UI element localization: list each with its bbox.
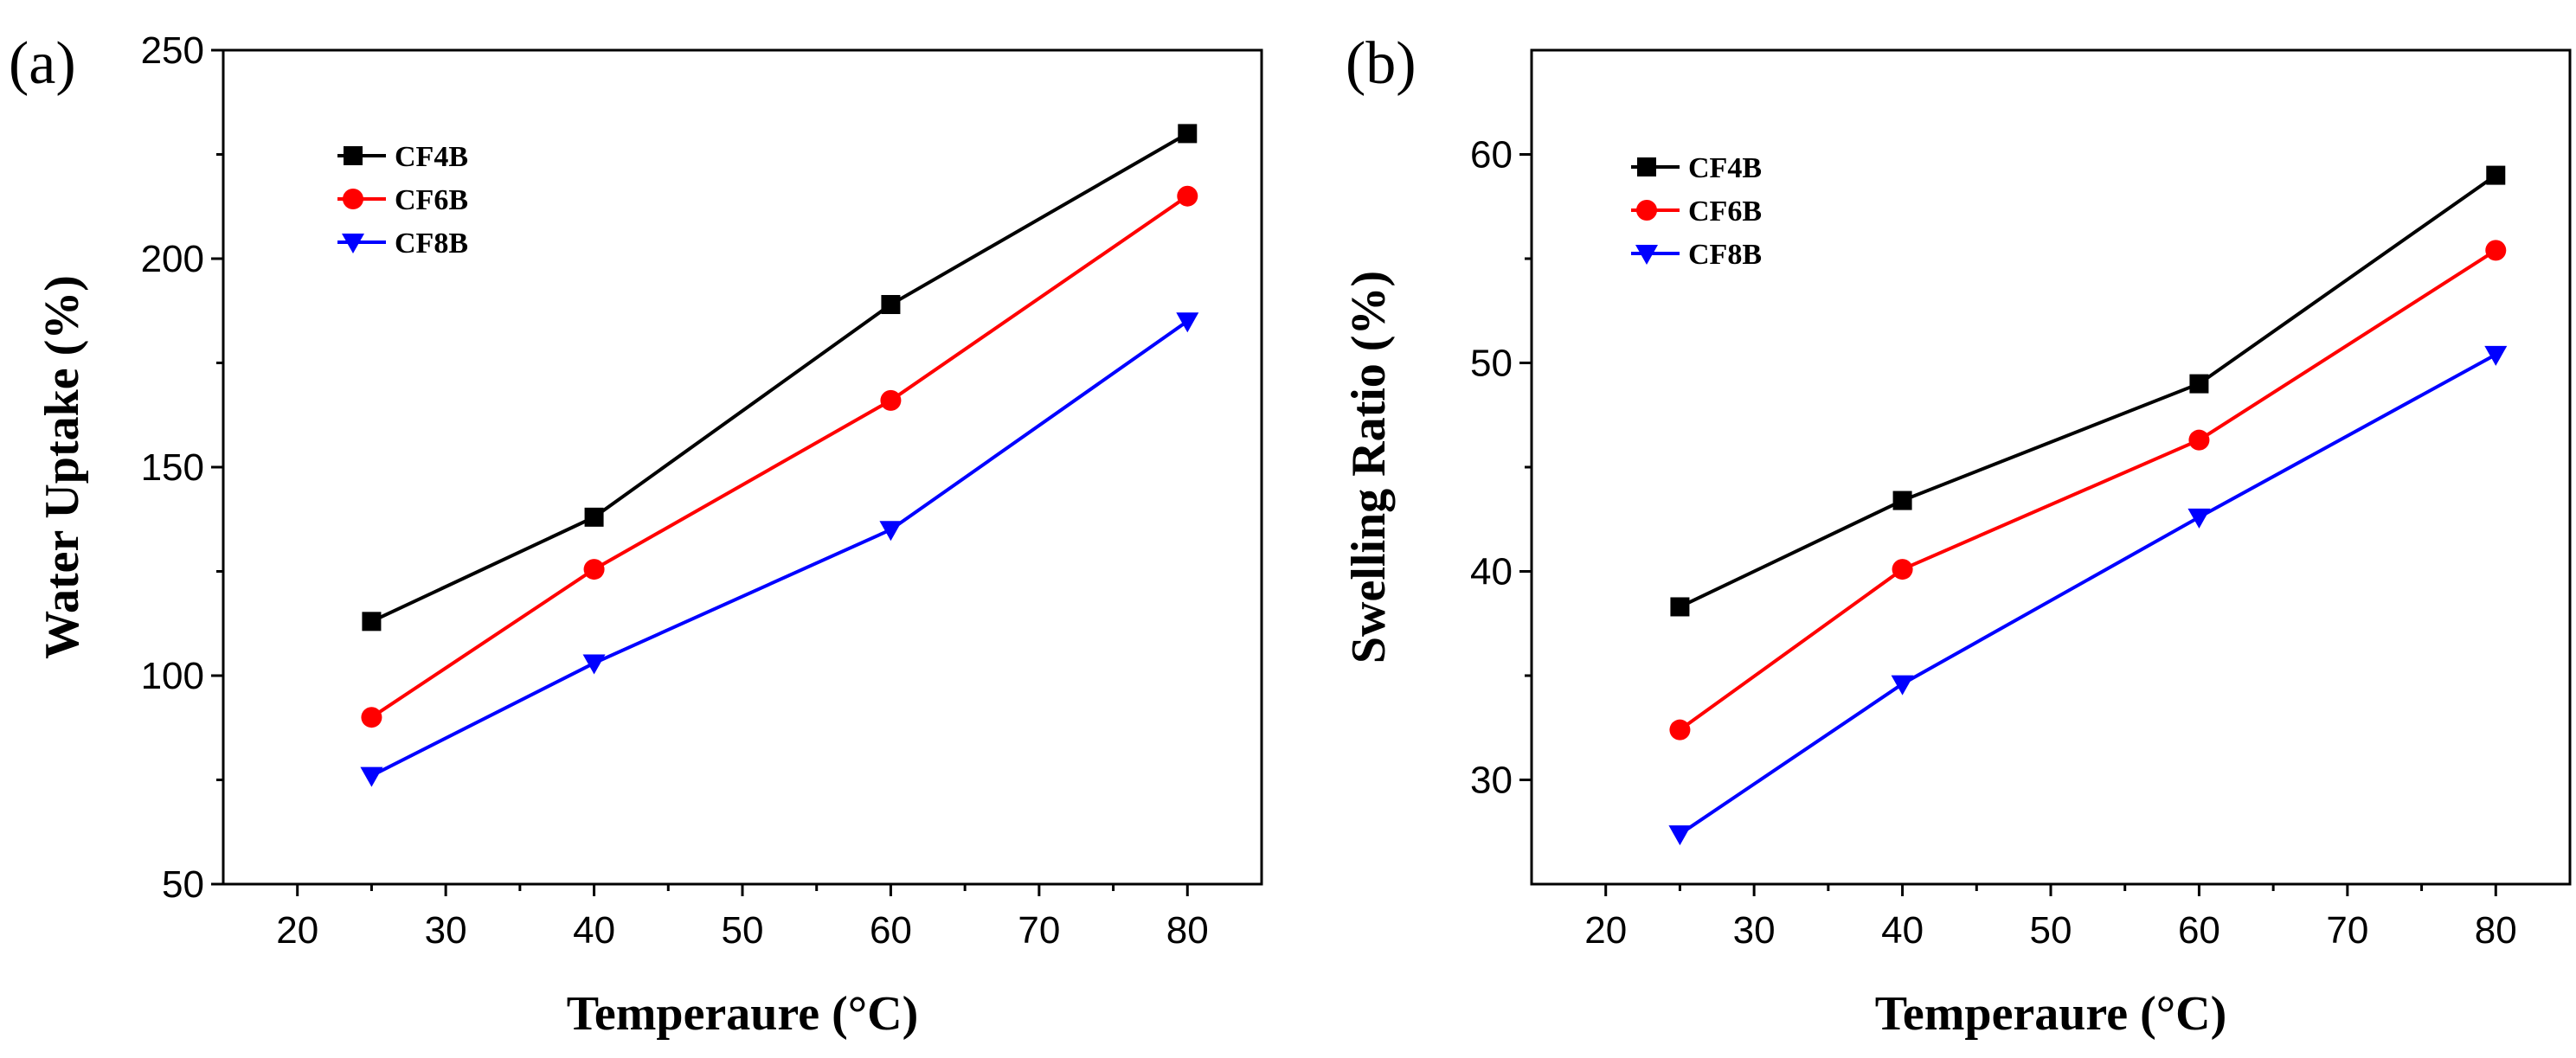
- series-line-cf4b: [370, 131, 1189, 624]
- legend-label-cf4b: CF4B: [1688, 152, 1762, 184]
- y-tick-label: 250: [141, 29, 204, 72]
- legend-marker-cf8b: [1635, 245, 1658, 265]
- data-point-cf4b: [1892, 491, 1912, 510]
- x-tick-label: 60: [870, 909, 912, 952]
- x-tick-label: 40: [1881, 909, 1924, 952]
- chart-panel-a: 20 30 40 50 60 70 80 50 100 150 200 250 Temperaure (…: [9, 29, 1263, 1041]
- legend-label-cf4b: CF4B: [395, 141, 468, 173]
- chart-panel-b: 20 30 40 50 60 70 80 30 40 50 60 Temperaure (°C) Swe…: [1342, 30, 2572, 1041]
- x-tick-label: 30: [1733, 909, 1776, 952]
- x-tick-label: 70: [2326, 909, 2368, 952]
- data-point-cf4b: [2189, 374, 2209, 394]
- legend-label-cf8b: CF8B: [1688, 239, 1762, 271]
- y-axis-title: Swelling Ratio (%): [1342, 271, 1396, 664]
- y-tick-label: 50: [1470, 343, 1513, 385]
- y-tick-label: 200: [141, 238, 204, 280]
- data-point-cf4b: [1178, 124, 1198, 144]
- x-tick-label: 20: [1584, 909, 1627, 952]
- plot-frame: [1530, 48, 2572, 886]
- x-tick-label: 30: [425, 909, 467, 952]
- data-point-cf4b: [881, 295, 901, 315]
- legend-marker-cf4b: [1637, 157, 1656, 176]
- data-point-cf6b: [583, 559, 605, 580]
- legend-marker-cf6b: [343, 189, 363, 209]
- data-point-cf6b: [1892, 559, 1913, 580]
- x-tick-label: 80: [1166, 909, 1209, 952]
- data-point-cf4b: [1670, 597, 1690, 617]
- series-line-cf8b: [1679, 353, 2497, 836]
- data-point-cf6b: [1177, 185, 1198, 207]
- y-tick-label: 40: [1470, 551, 1513, 593]
- data-point-cf4b: [362, 612, 382, 632]
- data-point-cf6b: [1669, 719, 1691, 741]
- y-axis-title: Water Uptake (%): [35, 275, 89, 659]
- x-tick-label: 80: [2475, 909, 2517, 952]
- y-tick-label: 150: [141, 446, 204, 489]
- series-line-cf8b: [370, 319, 1189, 778]
- legend-marker-cf6b: [1636, 200, 1657, 221]
- panel-label: (a): [9, 30, 76, 97]
- data-point-cf6b: [880, 389, 902, 411]
- data-point-cf8b: [1176, 312, 1199, 333]
- data-point-cf8b: [879, 521, 903, 542]
- data-point-cf6b: [2485, 240, 2507, 261]
- legend-label-cf6b: CF6B: [395, 184, 468, 216]
- y-tick-label: 100: [141, 655, 204, 697]
- x-axis-title: Temperaure (°C): [1875, 987, 2227, 1041]
- x-tick-label: 60: [2178, 909, 2220, 952]
- legend-marker-cf8b: [342, 234, 364, 253]
- legend-label-cf8b: CF8B: [395, 228, 468, 260]
- data-point-cf8b: [1891, 675, 1914, 696]
- series-line-cf6b: [370, 195, 1189, 719]
- legend-label-cf6b: CF6B: [1688, 196, 1762, 228]
- x-axis-title: Temperaure (°C): [567, 987, 919, 1041]
- data-point-cf4b: [584, 507, 604, 527]
- data-point-cf4b: [2486, 165, 2506, 185]
- x-tick-label: 50: [722, 909, 764, 952]
- x-tick-label: 70: [1018, 909, 1060, 952]
- data-point-cf8b: [2484, 345, 2508, 366]
- series-line-cf6b: [1679, 248, 2497, 732]
- plot-frame: [222, 48, 1263, 886]
- y-tick-label: 30: [1470, 760, 1513, 802]
- legend-marker-cf4b: [344, 146, 363, 165]
- data-point-cf8b: [360, 766, 383, 787]
- y-tick-label: 50: [162, 863, 204, 906]
- x-tick-label: 40: [573, 909, 615, 952]
- series-line-cf4b: [1679, 173, 2497, 609]
- data-point-cf8b: [2187, 508, 2211, 529]
- data-point-cf6b: [2188, 429, 2210, 451]
- data-point-cf6b: [361, 707, 382, 728]
- data-point-cf8b: [1668, 825, 1692, 846]
- panel-label: (b): [1346, 30, 1416, 97]
- x-tick-label: 50: [2030, 909, 2072, 952]
- data-point-cf8b: [582, 654, 606, 675]
- x-tick-label: 20: [276, 909, 318, 952]
- y-tick-label: 60: [1470, 134, 1513, 176]
